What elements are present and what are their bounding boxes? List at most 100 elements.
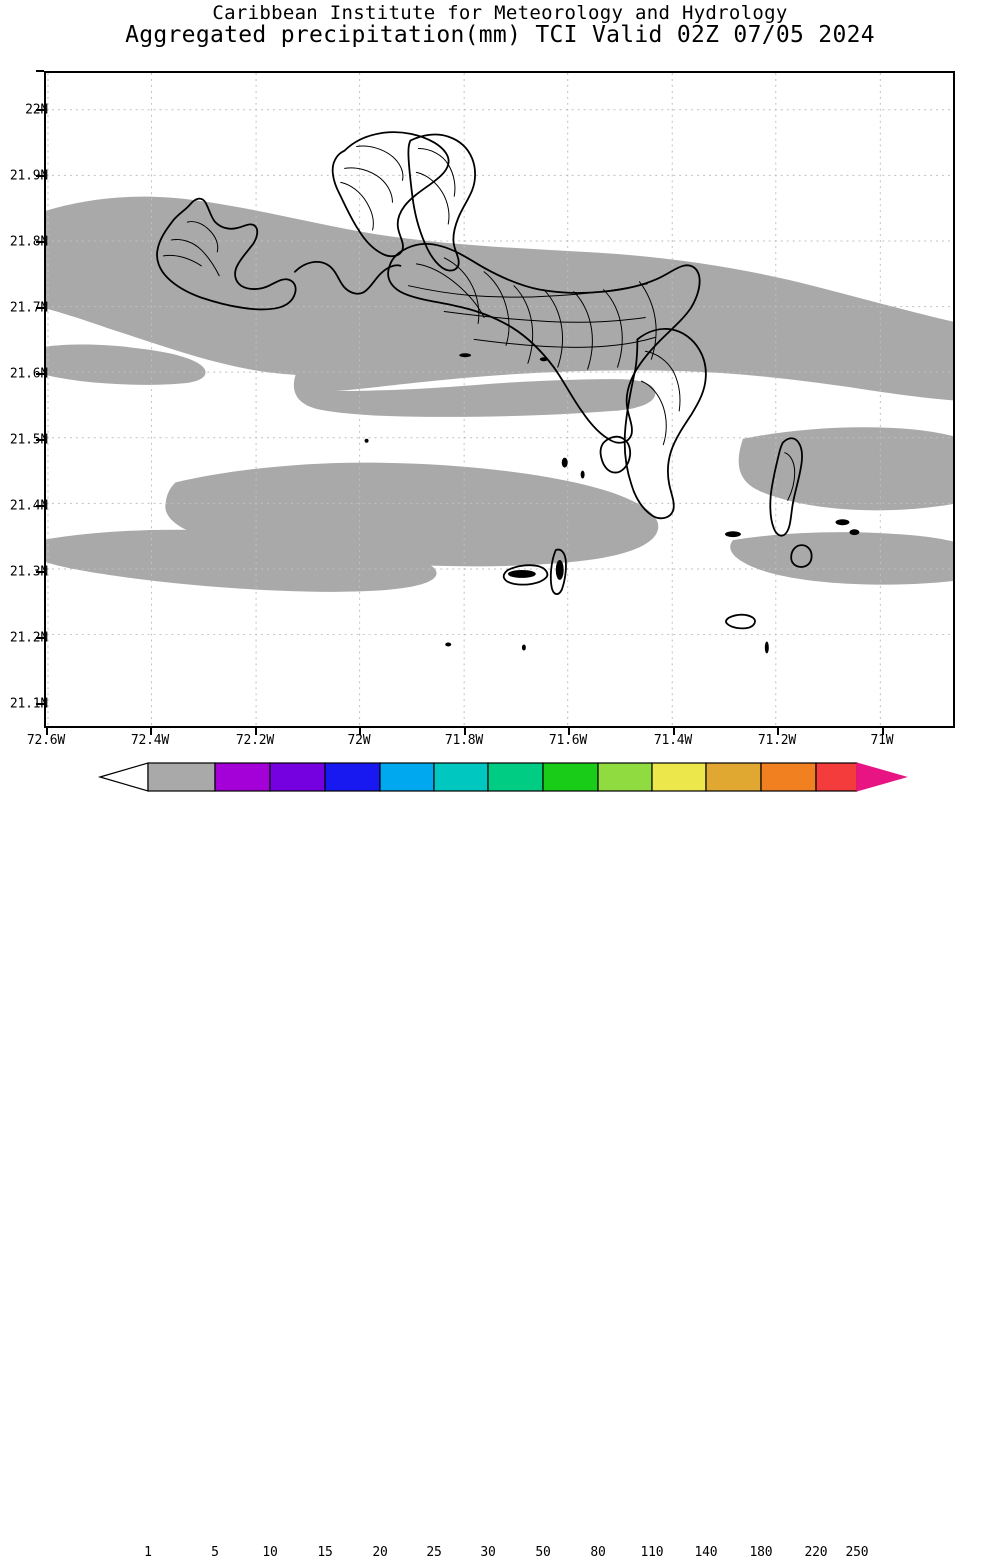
ytick-mark-21.4N: [36, 505, 44, 507]
coastline-north-caicos: [331, 131, 450, 258]
ytick-mark-21.5N: [36, 439, 44, 441]
colorbar-label-50: 50: [535, 1545, 551, 1560]
ytick-mark-21.1N: [36, 703, 44, 705]
xtick-label-72.2W: 72.2W: [235, 733, 275, 748]
coastline-providenciales-interior-3: [162, 254, 202, 267]
precip-patch-southeast: [730, 532, 953, 585]
colorbar-seg-80-110: [597, 762, 653, 792]
colorbar-seg-10-15: [269, 762, 326, 792]
coastline-middle-caicos: [407, 133, 477, 272]
ytick-label-21.8N: 21.8N: [9, 234, 48, 250]
colorbar-seg-5-10: [214, 762, 271, 792]
colorbar-label-1: 1: [144, 1545, 152, 1560]
cay-dot-10: [561, 457, 568, 468]
xtick-label-72.6W: 72.6W: [26, 733, 66, 748]
coastline-south-caicos-interior: [644, 350, 681, 412]
colorbar-label-250: 250: [845, 1545, 869, 1560]
colorbar-label-5: 5: [211, 1545, 219, 1560]
xtick-mark-72W: [359, 728, 361, 735]
coastline-north-caicos-interior-2: [344, 167, 393, 203]
coastline-cay-southeast-pair: [725, 613, 756, 630]
page-title: Aggregated precipitation(mm) TCI Valid 0…: [125, 22, 875, 49]
colorbar-seg-25-30: [433, 762, 489, 792]
precip-lobe-central-west: [293, 371, 656, 417]
ytick-mark-22N-b: [36, 109, 44, 111]
coastline-cay-midright: [599, 435, 632, 474]
coastline-providenciales: [156, 197, 297, 311]
precip-shading-group: [46, 196, 953, 592]
chart-title-block: Caribbean Institute for Meteorology and …: [0, 2, 1000, 49]
coastline-pine-cay-chain: [294, 260, 402, 295]
cay-dot-4: [445, 642, 452, 647]
cay-dot-5: [521, 644, 526, 651]
ytick-mark-21.8N: [36, 241, 44, 243]
coastline-long-cay: [502, 564, 549, 586]
ytick-label-21.3N: 21.3N: [9, 564, 48, 580]
ytick-label-21.4N: 21.4N: [9, 498, 48, 514]
coastline-providenciales-interior-1: [186, 221, 219, 253]
coastline-south-caicos-interior-2: [640, 380, 667, 446]
colorbar-label-220: 220: [804, 1545, 828, 1560]
caicos-internal-boundaries: [407, 257, 657, 370]
precip-patch-southwest-lower: [46, 529, 437, 592]
cay-ambergris-east: [555, 560, 564, 580]
cay-dot-1: [459, 353, 472, 358]
cay-ambergris-west: [507, 569, 536, 578]
ytick-label-21.2N: 21.2N: [9, 630, 48, 646]
coastline-grand-turk: [769, 437, 803, 537]
colorbar-seg-140-180: [705, 762, 762, 792]
coastlines-group: [156, 131, 860, 654]
institute-title: Caribbean Institute for Meteorology and …: [212, 2, 788, 24]
colorbar-label-180: 180: [749, 1545, 773, 1560]
colorbar-label-15: 15: [317, 1545, 333, 1560]
ytick-mark-21.7N: [36, 307, 44, 309]
colorbar-label-110: 110: [640, 1545, 664, 1560]
xtick-label-72.4W: 72.4W: [130, 733, 170, 748]
cay-dot-6: [764, 641, 769, 654]
xtick-label-71.8W: 71.8W: [444, 733, 484, 748]
ytick-mark-22N: [36, 70, 44, 72]
ytick-label-21.6N: 21.6N: [9, 366, 48, 382]
colorbar-seg-180-220: [760, 762, 817, 792]
xtick-mark-71.4W: [673, 728, 675, 735]
ytick-mark-21.3N: [36, 571, 44, 573]
map-gridlines: [46, 73, 953, 726]
cay-dot-3: [364, 438, 369, 443]
xtick-label-71.4W: 71.4W: [653, 733, 693, 748]
coastline-north-caicos-interior-3: [340, 181, 374, 231]
cay-dot-7: [835, 519, 850, 526]
colorbar-label-25: 25: [426, 1545, 442, 1560]
colorbar-label-80: 80: [590, 1545, 606, 1560]
ytick-label-21.7N: 21.7N: [9, 300, 48, 316]
cay-dot-2: [539, 357, 548, 362]
colorbar-seg-20-25: [379, 762, 435, 792]
coastline-middle-caicos-interior-2: [415, 171, 450, 225]
map-canvas: [46, 73, 953, 726]
ytick-label-21.5N: 21.5N: [9, 432, 48, 448]
coastline-cay-vertical-south: [549, 548, 567, 595]
xtick-mark-72.6W: [46, 728, 48, 735]
colorbar-label-10: 10: [262, 1545, 278, 1560]
colorbar-seg-30-50: [487, 762, 544, 792]
coastline-south-caicos: [623, 328, 707, 520]
colorbar-over-arrow[interactable]: [856, 762, 908, 792]
cay-dot-9: [725, 531, 741, 538]
cay-dot-11: [580, 470, 585, 479]
colorbar-seg-15-20: [324, 762, 381, 792]
coastline-middle-caicos-interior-1: [417, 148, 456, 197]
ytick-label-21.9N: 21.9N: [9, 168, 48, 184]
coastline-salt-cay: [790, 544, 813, 568]
colorbar-under-arrow[interactable]: [97, 762, 149, 792]
coastline-providenciales-interior-2: [170, 239, 220, 277]
colorbar-segments[interactable]: [147, 762, 858, 792]
xtick-mark-72.2W: [255, 728, 257, 735]
colorbar-label-30: 30: [480, 1545, 496, 1560]
xtick-mark-71.6W: [568, 728, 570, 735]
map-plot-area[interactable]: [44, 71, 955, 728]
coastline-north-caicos-interior-1: [356, 145, 404, 181]
colorbar[interactable]: 1 5 10 15 20 25 30 50 80 110 140 180 220…: [0, 760, 1000, 1560]
ytick-mark-21.6N: [36, 373, 44, 375]
colorbar-label-140: 140: [694, 1545, 718, 1560]
cay-dot-8: [849, 529, 860, 536]
colorbar-seg-50-80: [542, 762, 599, 792]
